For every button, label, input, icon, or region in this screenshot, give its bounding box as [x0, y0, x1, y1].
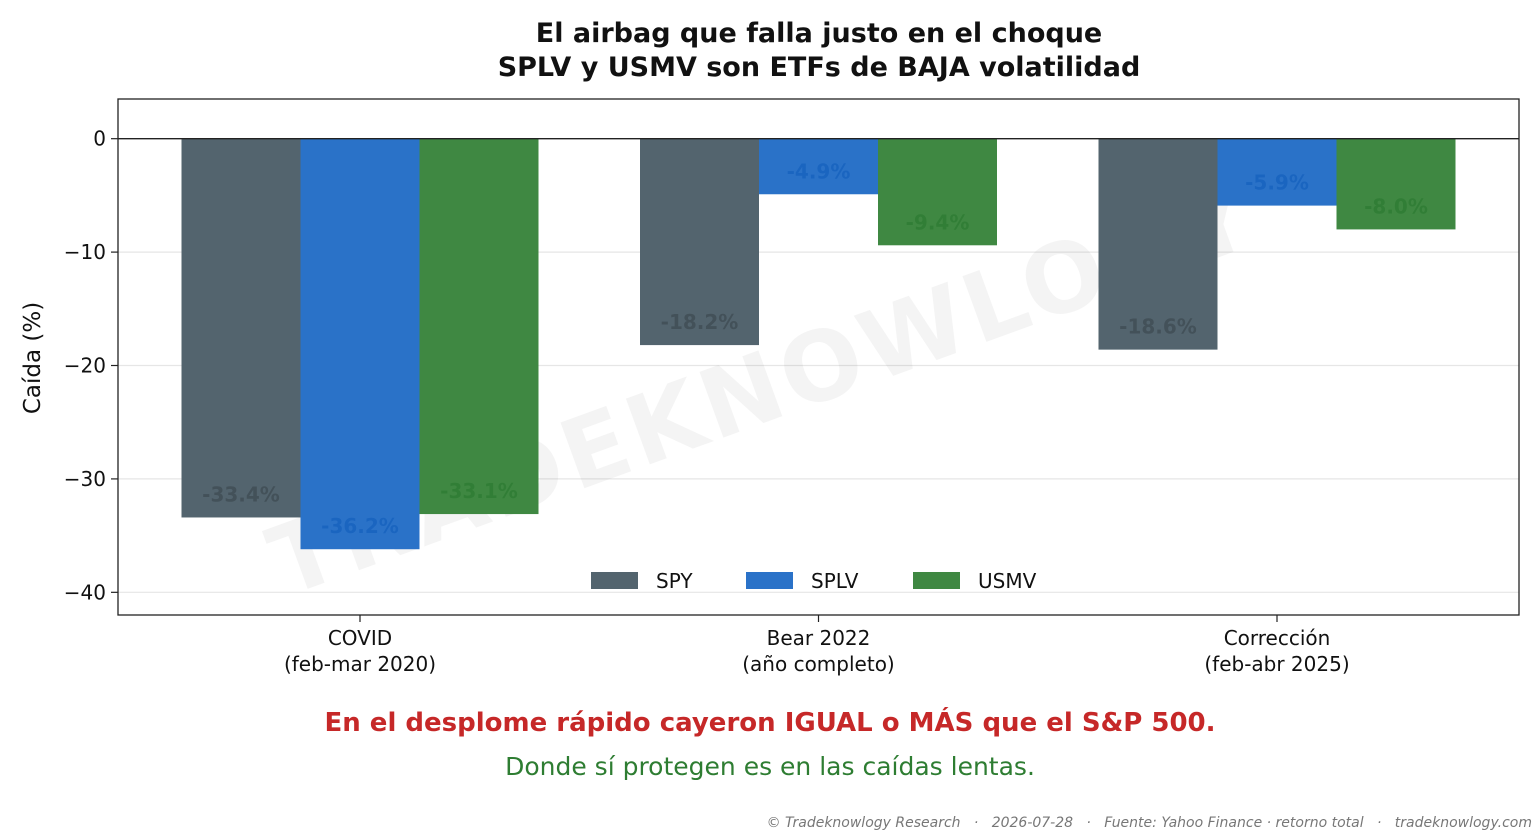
data-label-spy: -18.6%: [1119, 315, 1197, 339]
bar-usmv: [419, 138, 539, 515]
legend-swatch-usmv: [913, 572, 960, 589]
legend-label-splv: SPLV: [811, 569, 859, 593]
x-tick-label: (feb-mar 2020): [284, 652, 436, 676]
x-tick-label: Bear 2022: [767, 626, 871, 650]
y-tick-label: −30: [64, 467, 106, 491]
data-label-usmv: -33.1%: [440, 479, 518, 503]
footer: © Tradeknowlogy Research · 2026-07-28 · …: [766, 815, 1532, 831]
data-label-spy: -33.4%: [202, 482, 280, 506]
data-label-usmv: -8.0%: [1364, 194, 1428, 218]
chart-title-line-2: SPLV y USMV son ETFs de BAJA volatilidad: [498, 52, 1141, 83]
bar-spy: [640, 138, 759, 346]
y-axis-label: Caída (%): [20, 302, 46, 414]
x-tick-label: (feb-abr 2025): [1204, 652, 1349, 676]
data-label-splv: -36.2%: [321, 514, 399, 538]
legend-swatch-spy: [591, 572, 638, 589]
y-tick-label: −40: [64, 580, 106, 604]
bar-splv: [1217, 138, 1337, 206]
x-tick-label: (año completo): [742, 652, 894, 676]
bar-splv: [759, 138, 878, 195]
bar-splv: [300, 138, 420, 550]
y-tick-label: 0: [93, 127, 106, 151]
note-green: Donde sí protegen es en las caídas lenta…: [505, 752, 1035, 781]
x-tick-label: Corrección: [1224, 626, 1331, 650]
data-label-splv: -5.9%: [1245, 171, 1309, 195]
data-label-usmv: -9.4%: [906, 210, 970, 234]
y-tick-label: −10: [64, 240, 106, 264]
legend-label-spy: SPY: [656, 569, 693, 593]
data-label-spy: -18.2%: [661, 310, 739, 334]
chart-title-line-1: El airbag que falla justo en el choque: [536, 18, 1102, 49]
data-label-splv: -4.9%: [787, 159, 851, 183]
y-tick-label: −20: [64, 354, 106, 378]
bar-chart: El airbag que falla justo en el choque S…: [20, 18, 1520, 676]
bar-spy: [1098, 138, 1218, 350]
x-tick-label: COVID: [328, 626, 392, 650]
legend-label-usmv: USMV: [978, 569, 1037, 593]
legend-swatch-splv: [746, 572, 793, 589]
bar-spy: [181, 138, 301, 518]
bar-usmv: [1336, 138, 1456, 230]
note-red: En el desplome rápido cayeron IGUAL o MÁ…: [324, 708, 1216, 738]
data-labels-group: -33.4% -36.2% -33.1% -18.2% -4.9% -9.4% -18.6%…: [202, 159, 1428, 538]
bars-group: [181, 138, 1456, 550]
y-axis: 0 −10 −20 −30 −40: [64, 127, 118, 604]
legend: SPY SPLV USMV: [591, 569, 1037, 593]
bar-usmv: [878, 138, 997, 246]
x-axis: COVID(feb-mar 2020) Bear 2022(año complet…: [284, 615, 1350, 676]
